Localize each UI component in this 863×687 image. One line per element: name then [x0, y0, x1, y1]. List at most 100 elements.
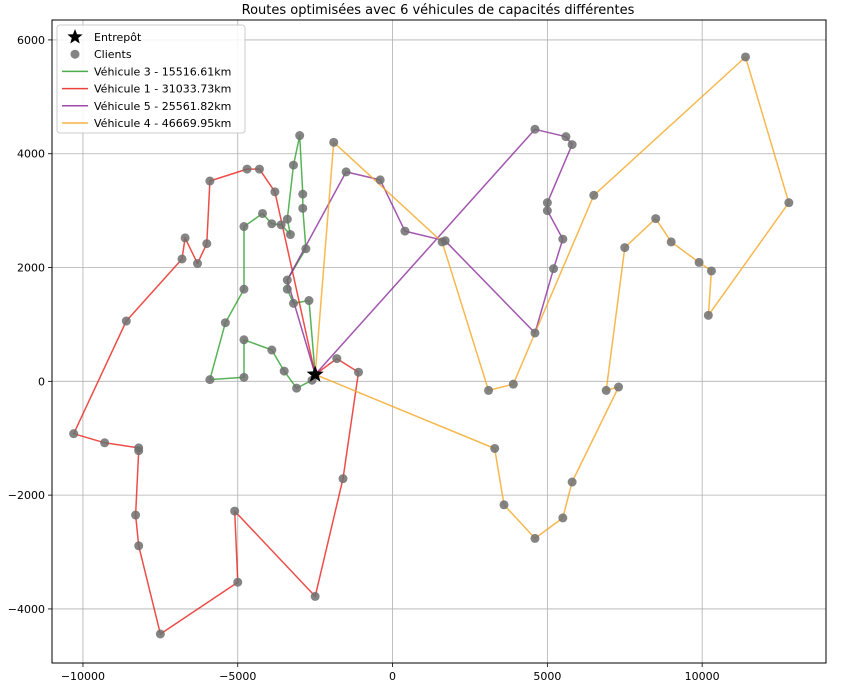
legend: Entrepôt Clients Véhicule 3 - 15516.61km Vé…	[56, 24, 246, 134]
client-point	[549, 264, 559, 274]
client-point	[620, 243, 630, 253]
depot-marker-group	[306, 365, 324, 382]
x-tick-label: 10000	[685, 670, 720, 683]
legend-label-vehicle-2: Véhicule 1 - 31033.73km	[94, 83, 231, 96]
client-point	[270, 187, 280, 197]
client-point	[288, 298, 298, 308]
client-point	[233, 577, 243, 587]
client-point	[282, 284, 292, 294]
client-point	[614, 382, 624, 392]
client-point	[276, 220, 286, 230]
client-point	[542, 198, 552, 208]
client-point	[282, 275, 292, 285]
client-point	[205, 176, 215, 186]
client-point	[121, 316, 131, 326]
legend-depot-label: Entrepôt	[94, 31, 142, 44]
x-tick-label: 5000	[533, 670, 561, 683]
axis-ticks: −10000 −5000 0 5000 10000 −4000 −2000 0 2000 4000…	[8, 34, 720, 683]
client-point	[400, 226, 410, 236]
client-point	[205, 375, 215, 385]
client-point	[338, 474, 348, 484]
route-lines	[72, 56, 790, 635]
client-point	[193, 259, 203, 269]
client-point	[558, 234, 568, 244]
client-point	[239, 335, 249, 345]
legend-box	[56, 24, 246, 134]
legend-clients-label: Clients	[94, 48, 132, 61]
client-point	[706, 266, 716, 276]
client-point	[589, 190, 599, 200]
client-point	[741, 52, 751, 62]
client-point	[134, 541, 144, 551]
client-point	[254, 164, 264, 174]
client-point	[295, 131, 305, 141]
client-point	[567, 140, 577, 150]
client-point	[310, 591, 320, 601]
client-point	[561, 132, 571, 142]
client-point	[230, 506, 240, 516]
client-point	[239, 222, 249, 232]
x-tick-label: −10000	[61, 670, 105, 683]
client-point	[375, 175, 385, 185]
legend-clients-marker	[70, 49, 80, 59]
client-point	[567, 477, 577, 487]
client-point	[601, 385, 611, 395]
client-point	[484, 385, 494, 395]
client-point	[694, 257, 704, 267]
legend-label-vehicle-3: Véhicule 5 - 25561.82km	[94, 100, 231, 113]
client-point	[258, 208, 268, 218]
client-point	[437, 237, 447, 247]
client-point	[220, 318, 230, 328]
client-point	[134, 446, 144, 456]
client-point	[202, 239, 212, 249]
client-point	[288, 160, 298, 170]
client-point	[242, 164, 252, 174]
client-point	[530, 533, 540, 543]
client-point	[267, 219, 277, 229]
client-point	[301, 244, 311, 254]
client-point	[530, 328, 540, 338]
client-point	[703, 310, 713, 320]
client-point	[282, 214, 292, 224]
client-point	[279, 366, 289, 376]
depot-marker	[306, 365, 324, 382]
route-line-vehicle-3	[286, 128, 573, 376]
client-point	[285, 230, 295, 240]
client-point	[354, 367, 364, 377]
x-tick-label: 0	[389, 670, 396, 683]
y-tick-label: 0	[38, 375, 45, 388]
client-point	[784, 198, 794, 208]
y-tick-label: −4000	[8, 603, 45, 616]
client-point	[100, 438, 110, 448]
client-point	[329, 137, 339, 147]
legend-depot-marker	[67, 29, 83, 44]
plot-frame	[51, 19, 827, 664]
client-point	[267, 345, 277, 355]
client-point	[490, 443, 500, 453]
legend-label-vehicle-1: Véhicule 3 - 15516.61km	[94, 65, 231, 78]
client-point	[69, 429, 79, 439]
client-point	[666, 237, 676, 247]
route-line-vehicle-2	[72, 168, 360, 635]
route-line-vehicle-4	[314, 56, 790, 540]
client-point	[341, 167, 351, 177]
client-point	[298, 203, 308, 213]
client-point	[239, 372, 249, 382]
client-point	[177, 254, 187, 264]
y-tick-label: −2000	[8, 489, 45, 502]
client-point	[558, 513, 568, 523]
client-point	[155, 629, 165, 639]
client-point	[180, 233, 190, 243]
y-tick-label: 6000	[17, 34, 45, 47]
client-point	[304, 296, 314, 306]
legend-label-vehicle-4: Véhicule 4 - 46669.95km	[94, 117, 231, 130]
y-tick-label: 4000	[17, 148, 45, 161]
y-tick-label: 2000	[17, 262, 45, 275]
chart-title: Routes optimisées avec 6 véhicules de ca…	[242, 3, 635, 18]
client-point	[332, 354, 342, 364]
client-point	[131, 510, 141, 520]
client-point	[239, 284, 249, 294]
x-tick-label: −5000	[219, 670, 256, 683]
client-point	[651, 214, 661, 224]
